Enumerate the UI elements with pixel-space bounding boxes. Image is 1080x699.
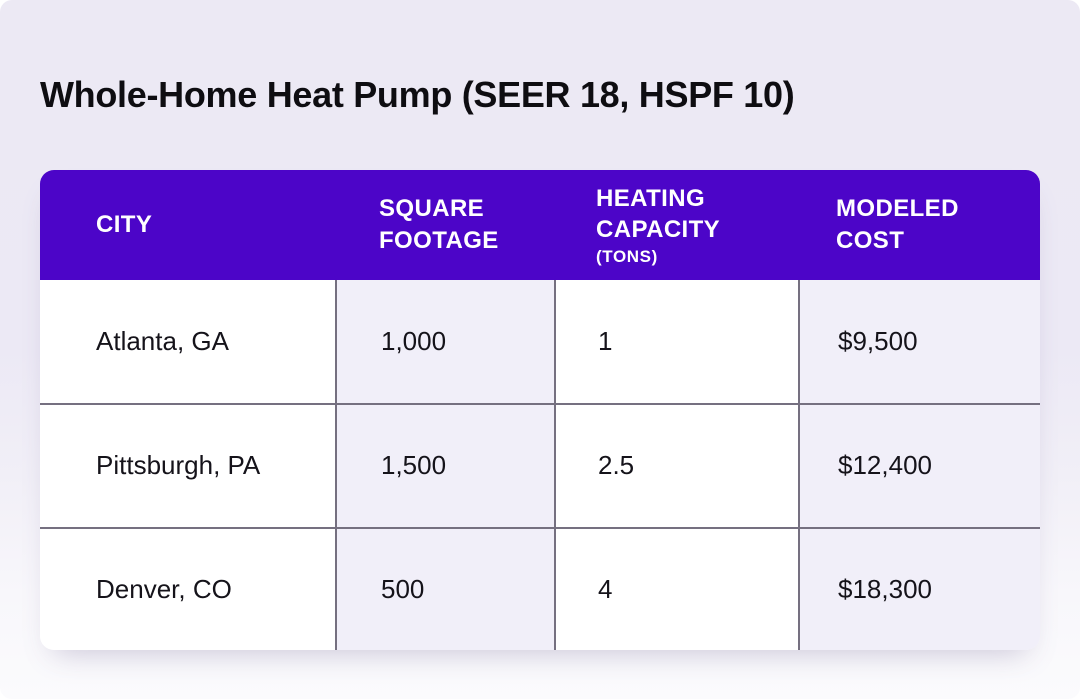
table-row-denver: Denver, CO 500 4 $18,300 bbox=[40, 526, 1040, 650]
column-header-city-label: CITY bbox=[96, 211, 153, 239]
table-row-atlanta: Atlanta, GA 1,000 1 $9,500 bbox=[40, 280, 1040, 404]
column-header-square-footage: SQUARE FOOTAGE bbox=[335, 170, 554, 280]
cell-heating-capacity: 2.5 bbox=[554, 403, 798, 527]
cell-heating-capacity: 1 bbox=[554, 280, 798, 404]
column-header-modeled-cost: MODELED COST bbox=[798, 170, 1040, 280]
table-row-pittsburgh: Pittsburgh, PA 1,500 2.5 $12,400 bbox=[40, 403, 1040, 527]
cell-modeled-cost: $12,400 bbox=[798, 403, 1040, 527]
cell-square-footage: 1,000 bbox=[335, 280, 554, 404]
column-header-heating-capacity: HEATING CAPACITY (TONS) bbox=[554, 170, 798, 280]
cell-modeled-cost: $18,300 bbox=[798, 526, 1040, 650]
table-body: Atlanta, GA 1,000 1 $9,500 Pittsburgh, P… bbox=[40, 280, 1040, 650]
column-header-modeled-cost-label: MODELED COST bbox=[836, 195, 959, 254]
heat-pump-table: CITY SQUARE FOOTAGE HEATING CAPACITY (TO… bbox=[40, 170, 1040, 650]
cell-heating-capacity: 4 bbox=[554, 526, 798, 650]
cell-city: Atlanta, GA bbox=[40, 280, 335, 404]
page-title: Whole-Home Heat Pump (SEER 18, HSPF 10) bbox=[40, 74, 795, 115]
cell-city: Pittsburgh, PA bbox=[40, 403, 335, 527]
column-header-square-footage-label: SQUARE FOOTAGE bbox=[379, 195, 499, 254]
cell-square-footage: 500 bbox=[335, 526, 554, 650]
column-header-city: CITY bbox=[40, 170, 335, 280]
cell-modeled-cost: $9,500 bbox=[798, 280, 1040, 404]
column-header-heating-capacity-label: HEATING CAPACITY bbox=[596, 184, 721, 244]
table-header-row: CITY SQUARE FOOTAGE HEATING CAPACITY (TO… bbox=[40, 170, 1040, 280]
cell-city: Denver, CO bbox=[40, 526, 335, 650]
column-header-heating-capacity-unit: (TONS) bbox=[596, 247, 658, 267]
cell-square-footage: 1,500 bbox=[335, 403, 554, 527]
